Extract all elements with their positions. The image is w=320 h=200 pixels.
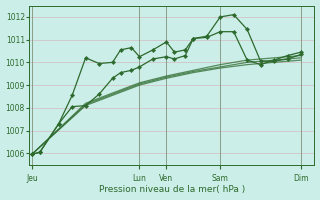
X-axis label: Pression niveau de la mer( hPa ): Pression niveau de la mer( hPa ) xyxy=(99,185,245,194)
